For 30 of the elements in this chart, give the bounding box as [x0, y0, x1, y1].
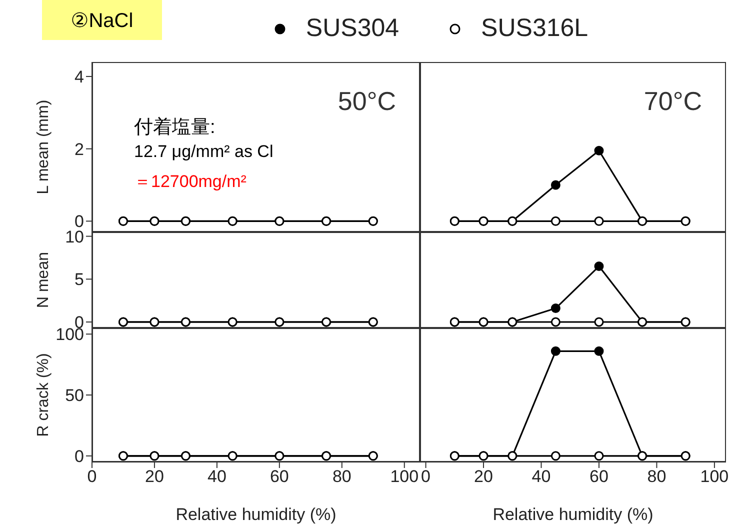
y-axis-title: R crack (%): [34, 352, 53, 439]
annotation: 70°C: [644, 86, 702, 117]
y-tick-label: 2: [74, 140, 84, 159]
annotation: ＝12700mg/m²: [134, 171, 246, 193]
x-tick-label: 60: [590, 467, 608, 486]
legend-label: SUS304: [306, 14, 400, 43]
y-tick-label: 50: [65, 386, 84, 406]
y-tick-label: 5: [74, 270, 84, 290]
x-tick-label: 80: [332, 467, 352, 486]
x-tick-label: 0: [87, 467, 97, 486]
y-tick-label: 4: [74, 68, 84, 87]
x-tick-label: 40: [207, 467, 226, 486]
annotation: 付着塩量:: [134, 116, 216, 140]
y-tick-label: 0: [74, 446, 84, 466]
y-axis-title: L mean (mm): [34, 98, 53, 196]
x-tick-label: 40: [532, 467, 551, 486]
y-axis-title: N mean: [34, 250, 53, 310]
x-tick-label: 20: [474, 467, 493, 486]
x-tick-label: 80: [647, 467, 666, 486]
x-tick-label: 60: [270, 467, 289, 486]
legend-label: SUS316L: [481, 14, 588, 43]
x-tick-label: 100: [700, 467, 729, 486]
x-tick-label: 100: [390, 467, 419, 486]
chart-title: ②NaCl: [42, 0, 162, 40]
annotation: 12.7 μg/mm² as Cl: [134, 142, 274, 162]
x-tick-label: 0: [421, 467, 431, 486]
x-tick-label: 20: [145, 467, 164, 486]
annotation: 50°C: [338, 86, 396, 117]
x-axis-title: Relative humidity (%): [176, 505, 336, 524]
x-axis-title: Relative humidity (%): [492, 505, 654, 524]
